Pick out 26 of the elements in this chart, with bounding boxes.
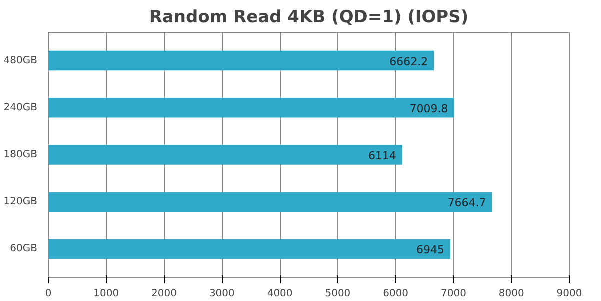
y-tick-label: 480GB	[4, 55, 38, 66]
x-tick-label: 9000	[556, 288, 582, 300]
x-tick-label: 4000	[267, 288, 293, 300]
x-tick-label: 2000	[152, 288, 178, 300]
bar	[48, 145, 402, 165]
x-tick-label: 7000	[441, 288, 466, 300]
x-tick-label: 0	[45, 288, 52, 300]
x-tick-label: 5000	[325, 288, 351, 300]
data-label: 7664.7	[448, 196, 486, 210]
data-label: 7009.8	[410, 102, 448, 116]
y-tick-label: 180GB	[4, 150, 38, 160]
x-tick-label: 8000	[498, 288, 524, 300]
data-label: 6662.2	[390, 55, 428, 68]
data-label: 6945	[416, 244, 445, 257]
bar	[48, 192, 492, 212]
chart-title: Random Read 4KB (QD=1) (IOPS)	[149, 8, 469, 28]
y-tick-label: 120GB	[4, 196, 38, 208]
x-tick-label: 3000	[209, 288, 235, 300]
y-tick-label: 60GB	[10, 244, 38, 255]
x-tick-label: 1000	[94, 288, 120, 300]
bar	[48, 98, 454, 118]
bar	[48, 239, 451, 260]
x-tick-label: 6000	[383, 288, 409, 300]
data-label: 6114	[368, 150, 396, 162]
bar	[48, 50, 434, 71]
y-tick-label: 240GB	[4, 102, 38, 114]
